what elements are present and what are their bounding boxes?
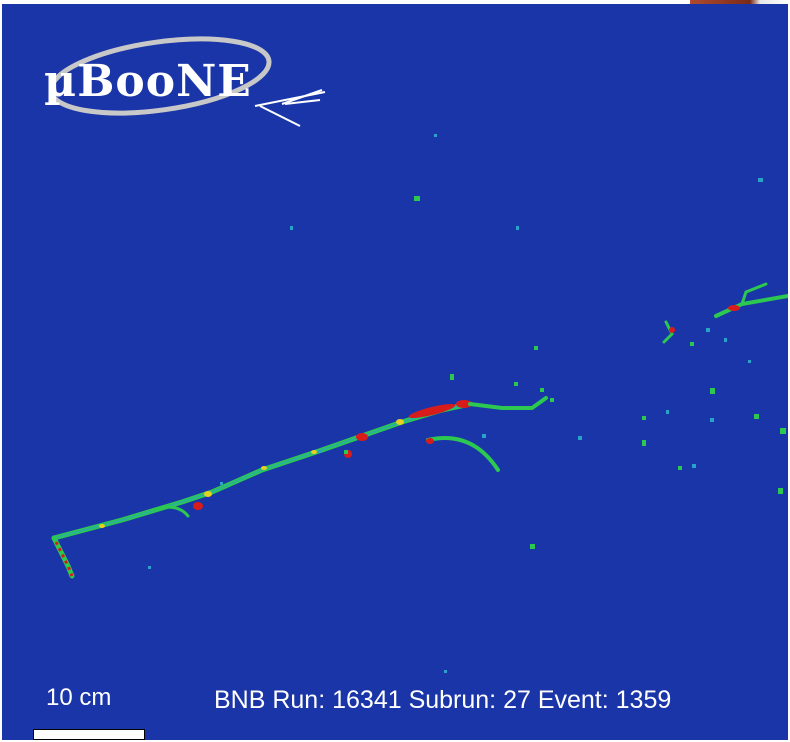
scale-bar [33,729,145,740]
right-track [662,282,788,344]
left-branch-track [150,505,190,518]
curved-branch-track [426,436,500,472]
logo-swoosh [48,36,326,127]
corner-image-fragment [690,0,790,6]
scattered-hits [148,134,786,673]
microboone-logo: µBooNE [30,26,340,136]
left-kink-track [51,535,75,579]
secondary-track [468,396,548,410]
event-run-info: BNB Run: 16341 Subrun: 27 Event: 1359 [214,686,672,714]
energy-deposits [99,400,472,528]
event-display: µBooNE 10 cm BNB Run: 16341 Subrun: 27 E… [2,4,788,740]
scale-label: 10 cm [46,684,112,711]
event-tracks [51,134,788,673]
main-track [51,401,473,541]
logo-text: µBooNE [44,56,252,107]
